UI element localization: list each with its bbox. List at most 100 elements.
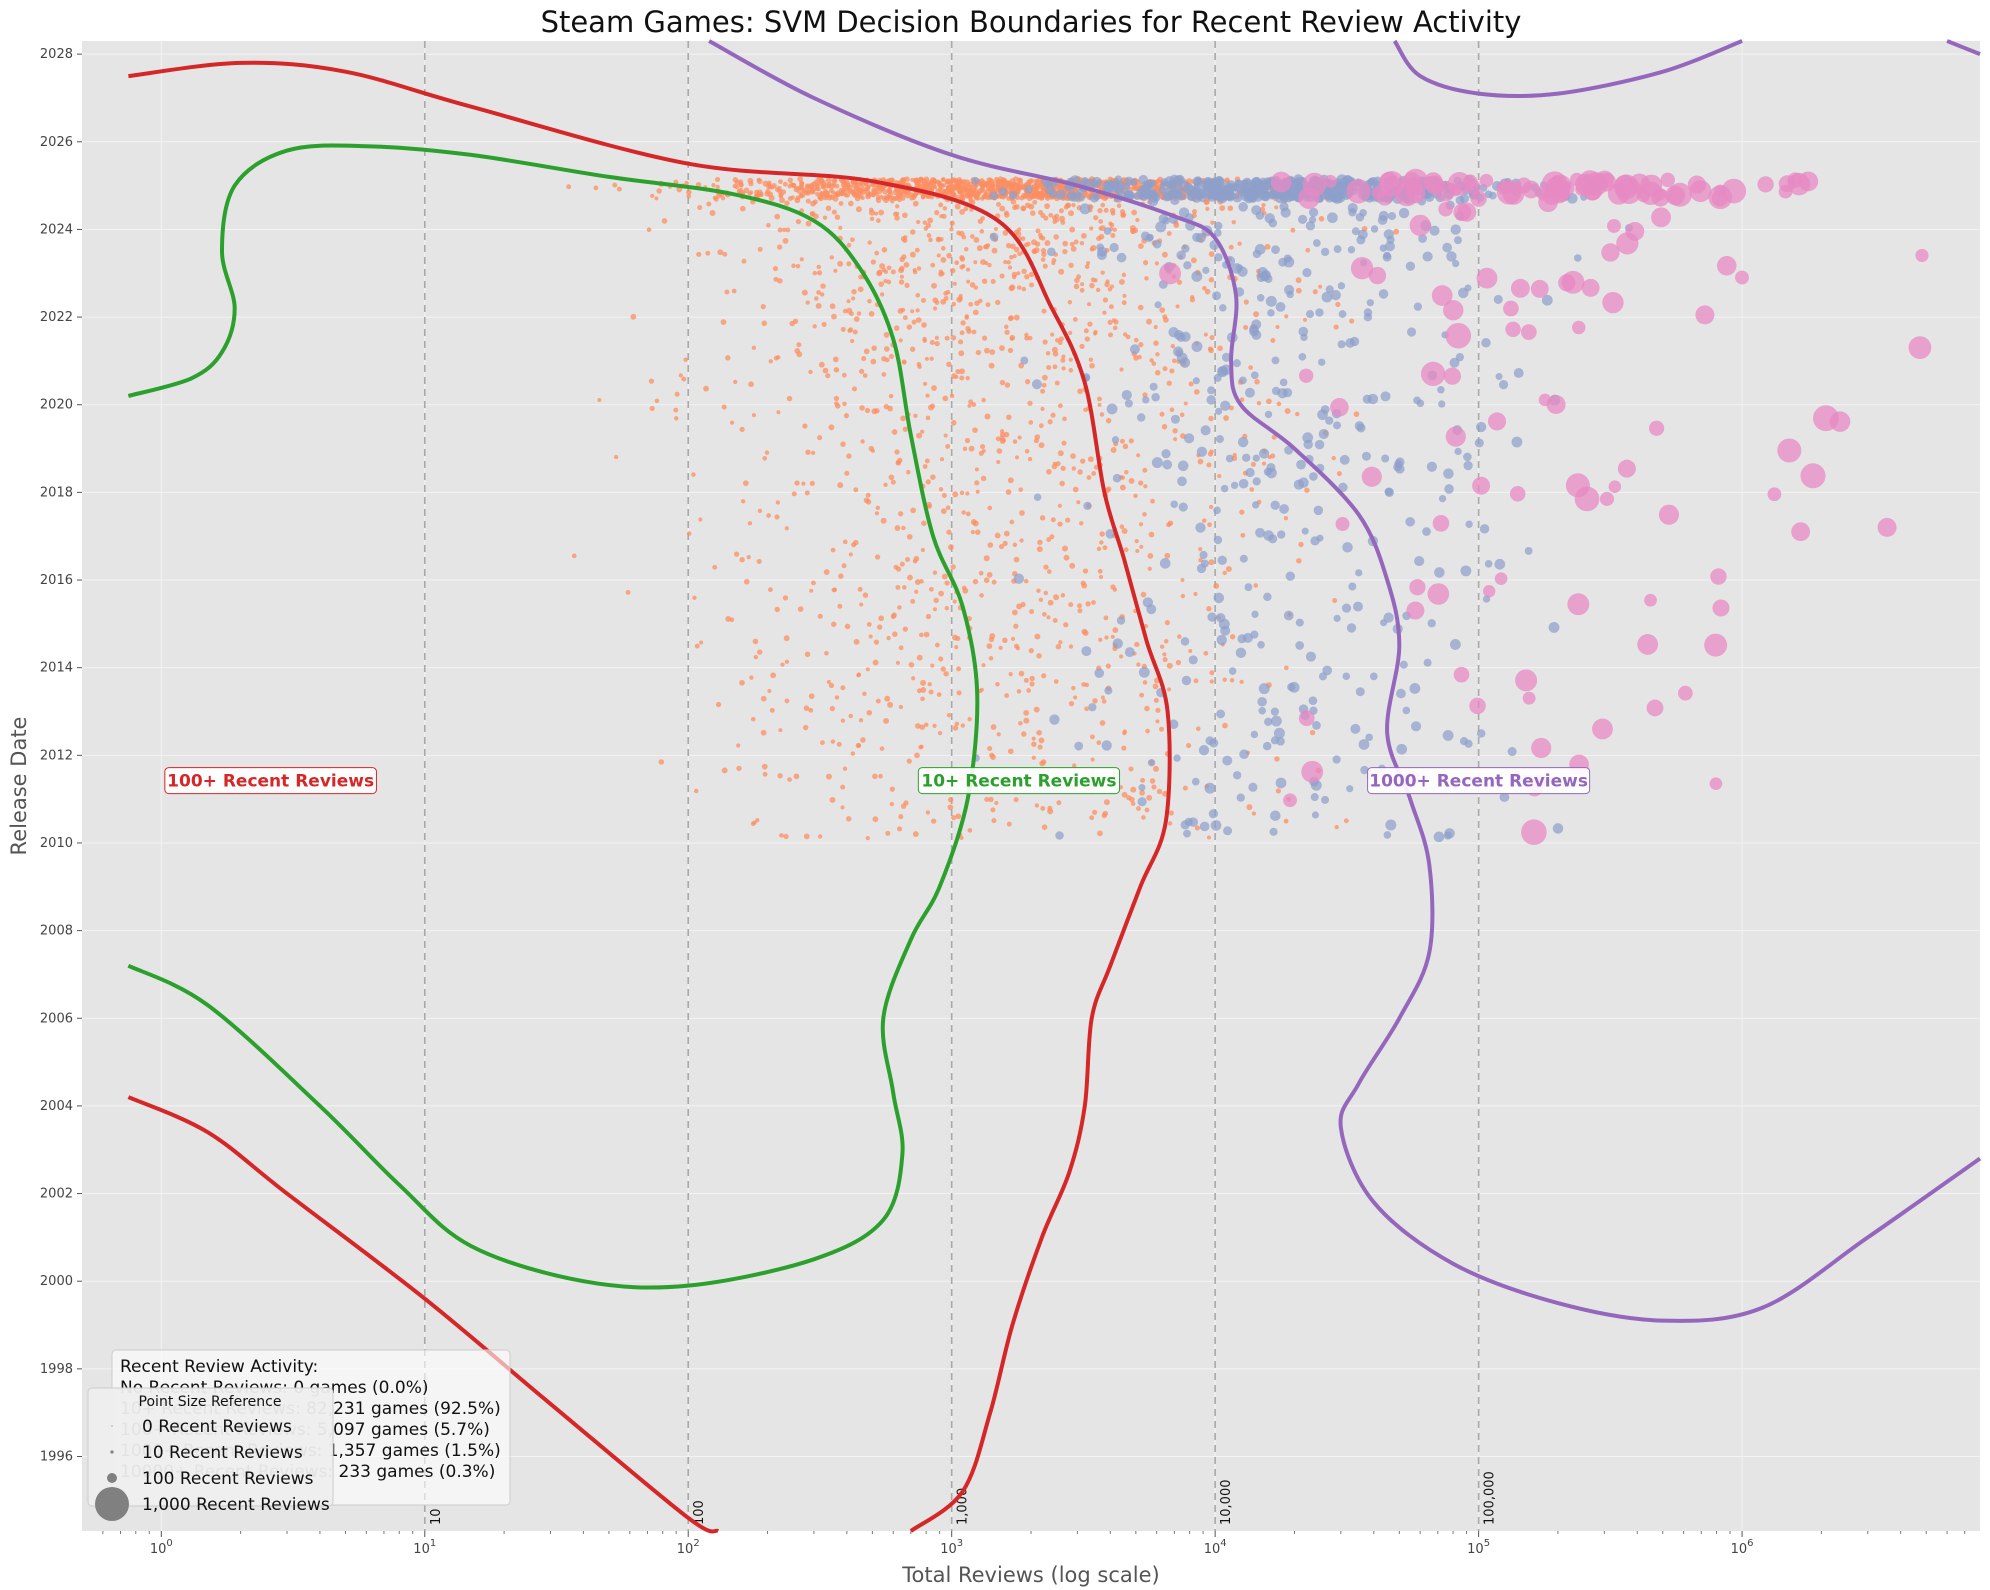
- scatter-point: [928, 586, 934, 592]
- scatter-point: [1138, 666, 1150, 678]
- scatter-point: [1023, 578, 1029, 584]
- scatter-point: [841, 372, 847, 378]
- scatter-point: [778, 192, 784, 198]
- scatter-point: [894, 215, 900, 221]
- scatter-point: [1334, 824, 1339, 830]
- scatter-point: [1194, 825, 1200, 831]
- scatter-point: [751, 413, 756, 418]
- scatter-point: [1068, 262, 1074, 268]
- scatter-point: [1155, 178, 1161, 185]
- scatter-point: [1209, 449, 1214, 454]
- scatter-point: [1167, 687, 1172, 692]
- scatter-point: [1166, 231, 1172, 236]
- scatter-point: [895, 660, 900, 665]
- scatter-point: [1143, 484, 1148, 489]
- scatter-point: [1068, 644, 1074, 649]
- region-labels: 100+ Recent Reviews 10+ Recent Reviews 100…: [164, 767, 1591, 795]
- scatter-point: [798, 193, 804, 199]
- scatter-point: [868, 311, 875, 317]
- scatter-point: [846, 816, 852, 822]
- scatter-point: [988, 636, 995, 643]
- scatter-point: [842, 401, 847, 407]
- scatter-point: [1335, 301, 1341, 308]
- scatter-point: [863, 497, 870, 504]
- scatter-point: [1020, 205, 1027, 212]
- scatter-point: [1208, 504, 1214, 510]
- scatter-point: [893, 325, 900, 331]
- scatter-point: [1365, 733, 1373, 742]
- scatter-point: [890, 269, 896, 275]
- scatter-point: [875, 196, 881, 201]
- scatter-point: [747, 191, 752, 196]
- scatter-point: [991, 817, 997, 824]
- scatter-point: [960, 320, 966, 326]
- scatter-point: [1128, 478, 1135, 484]
- scatter-point: [1438, 202, 1453, 217]
- scatter-point: [1063, 204, 1069, 210]
- scatter-point: [956, 296, 963, 303]
- scatter-point: [899, 265, 905, 272]
- scatter-point: [1084, 336, 1090, 342]
- scatter-point: [1434, 567, 1445, 578]
- scatter-point: [1192, 377, 1200, 385]
- scatter-point: [964, 315, 969, 320]
- scatter-point: [762, 771, 768, 777]
- scatter-point: [917, 364, 922, 369]
- scatter-point: [1047, 419, 1053, 425]
- scatter-point: [656, 188, 662, 194]
- scatter-point: [891, 429, 898, 435]
- scatter-point: [934, 340, 940, 347]
- scatter-point: [793, 773, 800, 780]
- scatter-point: [777, 227, 783, 233]
- scatter-point: [1069, 226, 1076, 233]
- scatter-point: [831, 313, 837, 320]
- scatter-point: [1004, 382, 1011, 388]
- scatter-point: [1230, 481, 1239, 490]
- scatter-point: [920, 679, 927, 686]
- scatter-point: [909, 251, 916, 258]
- scatter-point: [760, 695, 767, 702]
- scatter-point: [1162, 366, 1168, 372]
- scatter-point: [775, 500, 780, 505]
- scatter-point: [887, 188, 892, 193]
- scatter-point: [1041, 824, 1048, 830]
- scatter-point: [1048, 212, 1053, 218]
- scatter-point: [1138, 784, 1146, 792]
- scatter-point: [1465, 520, 1473, 528]
- scatter-point: [1298, 541, 1304, 548]
- scatter-point: [1256, 400, 1262, 406]
- scatter-point: [1118, 278, 1125, 285]
- scatter-point: [891, 612, 897, 618]
- scatter-point: [988, 177, 993, 183]
- scatter-point: [1069, 562, 1076, 569]
- scatter-point: [1316, 534, 1324, 542]
- scatter-point: [1342, 542, 1353, 553]
- scatter-point: [1239, 397, 1245, 403]
- scatter-point: [768, 359, 773, 364]
- scatter-point: [1406, 327, 1417, 337]
- scatter-point: [1158, 186, 1166, 194]
- scatter-point: [801, 481, 806, 486]
- scatter-point: [932, 570, 938, 575]
- scatter-point: [1092, 809, 1098, 815]
- scatter-point: [1184, 817, 1193, 827]
- scatter-point: [1220, 400, 1231, 411]
- scatter-point: [784, 526, 789, 531]
- scatter-point: [986, 243, 991, 248]
- scatter-point: [1204, 782, 1216, 794]
- x-tick-label: 101: [413, 1538, 436, 1557]
- scatter-point: [1103, 227, 1112, 235]
- scatter-point: [901, 254, 907, 260]
- scatter-point: [816, 290, 821, 295]
- scatter-point: [795, 218, 802, 225]
- scatter-point: [1170, 500, 1178, 509]
- scatter-point: [1020, 356, 1029, 365]
- scatter-point: [1136, 806, 1141, 811]
- scatter-point: [987, 505, 993, 511]
- scatter-point: [1168, 719, 1179, 730]
- scatter-point: [1442, 729, 1454, 741]
- scatter-point: [1170, 414, 1180, 424]
- scatter-point: [897, 826, 903, 832]
- scatter-point: [1384, 487, 1393, 496]
- scatter-point: [1355, 687, 1365, 697]
